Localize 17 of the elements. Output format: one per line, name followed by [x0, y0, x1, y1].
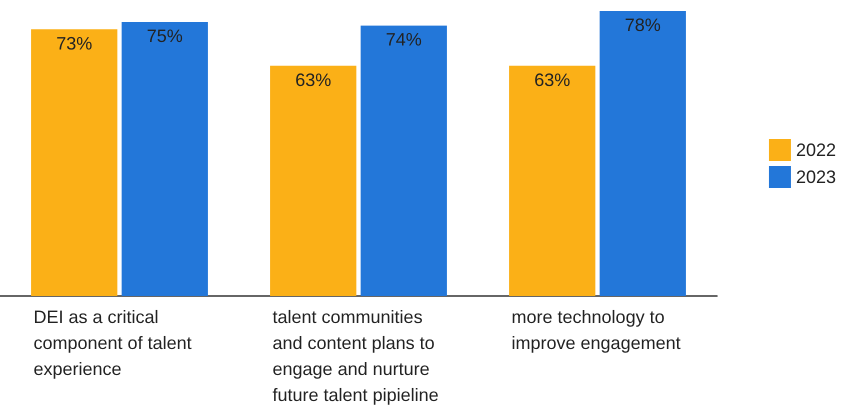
data-label: 74% [386, 30, 422, 50]
data-label: 63% [295, 70, 332, 90]
x-tick-label: more technology to improve engagement [512, 307, 681, 353]
data-label: 63% [534, 70, 570, 90]
bar [509, 66, 596, 296]
x-tick-label: talent communities and content plans to engage and nurture future talent pipieline [272, 307, 440, 405]
data-label: 75% [146, 26, 183, 46]
bar [122, 22, 208, 296]
x-tick-label: DEI as a critical component of talent experience [34, 307, 197, 379]
bar [31, 29, 118, 296]
bar [360, 26, 447, 296]
bar [270, 66, 356, 296]
bar [600, 11, 686, 296]
data-label: 78% [624, 15, 661, 35]
data-label: 73% [56, 33, 92, 54]
legend-label: 2023 [796, 167, 836, 187]
legend-label: 2022 [796, 140, 836, 160]
